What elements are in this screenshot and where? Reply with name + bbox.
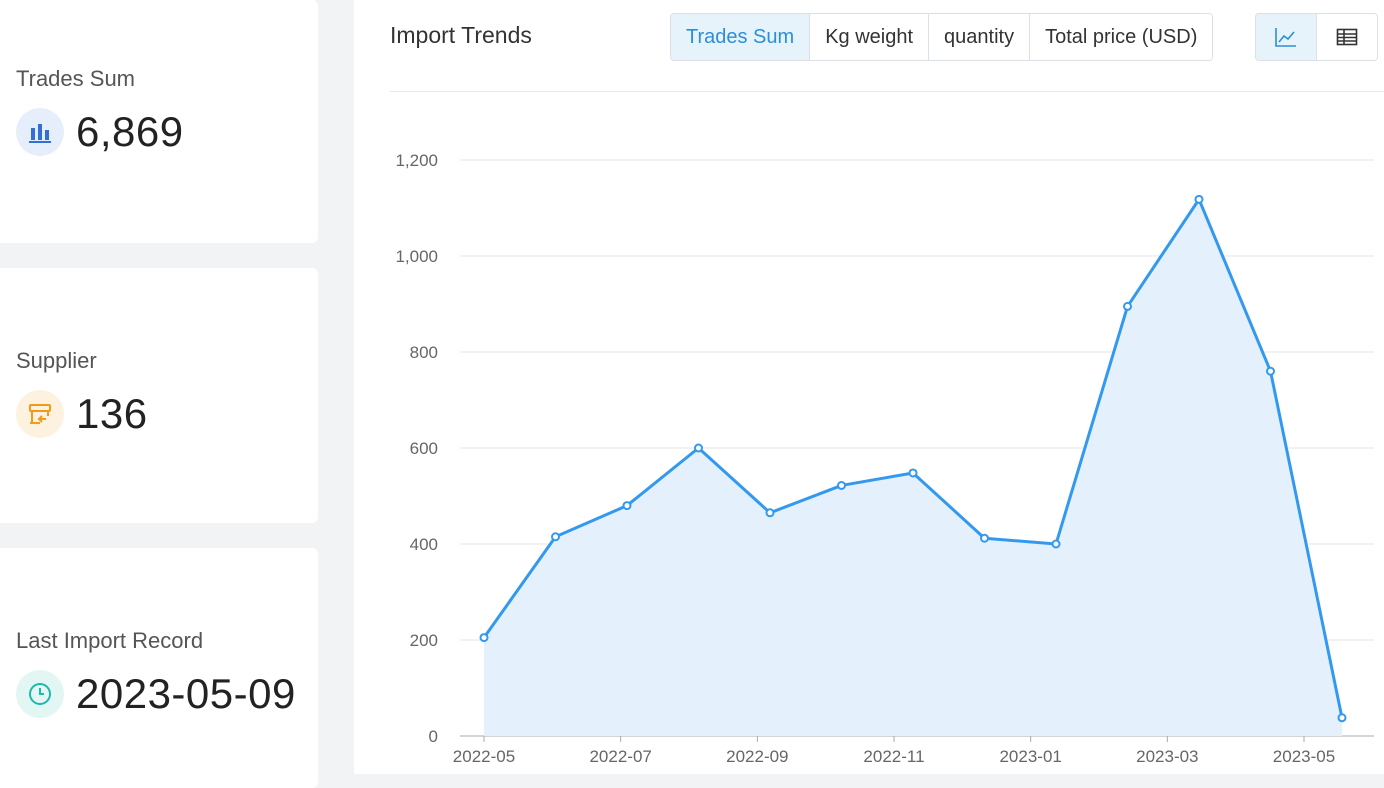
data-point — [1266, 366, 1275, 376]
tab-trades-sum[interactable]: Trades Sum — [671, 14, 810, 60]
tab-total-price[interactable]: Total price (USD) — [1029, 14, 1213, 60]
supplier-value: 136 — [76, 390, 148, 437]
clock-icon — [16, 670, 64, 718]
data-point — [622, 501, 632, 511]
data-point — [1123, 301, 1132, 311]
y-tick-label: 1,200 — [395, 151, 438, 170]
y-tick-label: 800 — [410, 343, 438, 362]
y-tick-label: 200 — [410, 631, 438, 650]
line-chart-view-button[interactable] — [1256, 14, 1316, 60]
table-view-button[interactable] — [1316, 14, 1377, 60]
trades-sum-card: Trades Sum 6,869 — [0, 0, 318, 243]
trades-sum-label: Trades Sum — [16, 66, 136, 91]
line-chart-icon — [1275, 28, 1296, 47]
supplier-row: 136 — [16, 390, 148, 438]
trades-sum-value: 6,869 — [76, 108, 184, 155]
y-tick-label: 400 — [410, 535, 438, 554]
x-tick-label: 2023-03 — [1136, 747, 1198, 766]
import-trends-chart: 0 200 400 600 800 1,000 1,200 2022-05 2022-07 202… — [395, 151, 1374, 766]
tab-quantity[interactable]: quantity — [928, 14, 1030, 60]
x-tick-label: 2022-05 — [453, 747, 515, 766]
series-area — [484, 199, 1342, 737]
data-point — [908, 468, 918, 478]
panel-title: Import Trends — [390, 22, 532, 48]
supplier-label: Supplier — [16, 348, 97, 373]
data-point — [980, 533, 989, 543]
view-tabs — [1255, 13, 1378, 61]
data-point — [1194, 194, 1204, 204]
supplier-card: Supplier 136 — [0, 268, 318, 523]
trades-sum-row: 6,869 — [16, 108, 184, 156]
data-point — [479, 633, 489, 643]
supplier-store-icon — [16, 390, 64, 438]
data-point — [1051, 539, 1061, 549]
bar-chart-icon — [16, 108, 64, 156]
data-point — [837, 480, 846, 490]
header-divider — [390, 91, 1384, 92]
y-tick-label: 0 — [429, 727, 438, 746]
y-tick-label: 1,000 — [395, 247, 438, 266]
x-tick-label: 2022-09 — [726, 747, 788, 766]
y-tick-label: 600 — [410, 439, 438, 458]
tab-kg-weight[interactable]: Kg weight — [809, 14, 929, 60]
last-import-value: 2023-05-09 — [76, 670, 296, 717]
last-import-card: Last Import Record 2023-05-09 — [0, 548, 318, 788]
data-point — [1337, 713, 1347, 723]
x-tick-label: 2023-01 — [999, 747, 1061, 766]
x-tick-label: 2023-05 — [1273, 747, 1335, 766]
data-point — [551, 532, 560, 542]
metric-tabs: Trades Sum Kg weight quantity Total pric… — [670, 13, 1214, 61]
data-point — [694, 443, 703, 453]
table-icon — [1336, 28, 1358, 46]
data-point — [765, 508, 775, 518]
last-import-label: Last Import Record — [16, 628, 204, 653]
x-tick-label: 2022-11 — [863, 747, 924, 766]
import-trends-panel: Import Trends Trades Sum Kg weight quant… — [354, 0, 1384, 774]
x-tick-label: 2022-07 — [589, 747, 651, 766]
last-import-row: 2023-05-09 — [16, 670, 296, 718]
